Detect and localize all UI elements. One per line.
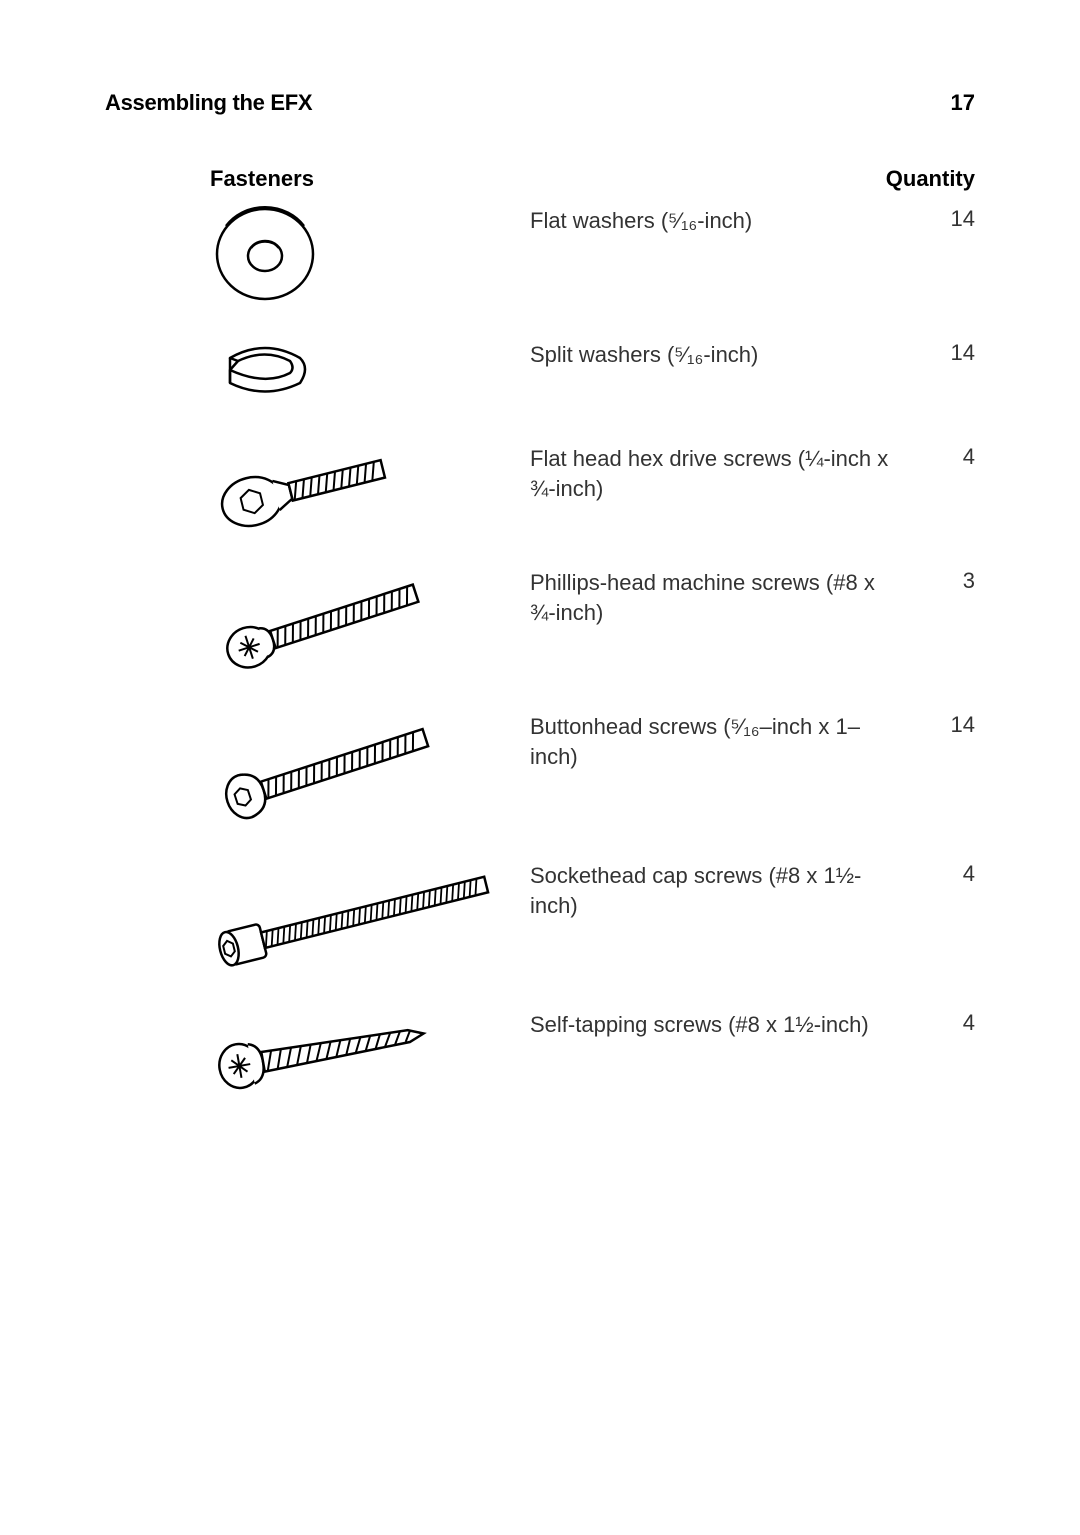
phillips-screw-icon (210, 566, 530, 676)
self-tapping-screw-desc: Self-tapping screws (#8 x 1½-inch) (530, 1008, 915, 1040)
table-row: Split washers (⁵⁄₁₆-inch) 14 (210, 338, 975, 408)
page-number: 17 (951, 90, 975, 116)
split-washer-qty: 14 (915, 338, 975, 366)
flat-head-hex-screw-icon (210, 442, 530, 532)
table-row: Buttonhead screws (⁵⁄₁₆–inch x 1–inch) 1… (210, 710, 975, 825)
sockethead-screw-icon (210, 859, 530, 974)
flat-head-hex-screw-qty: 4 (915, 442, 975, 470)
self-tapping-screw-qty: 4 (915, 1008, 975, 1036)
column-headers: Fasteners Quantity (210, 166, 975, 192)
split-washer-desc: Split washers (⁵⁄₁₆-inch) (530, 338, 915, 370)
phillips-screw-desc: Phillips-head machine screws (#8 x ¾-inc… (530, 566, 915, 627)
phillips-screw-qty: 3 (915, 566, 975, 594)
flat-washer-qty: 14 (915, 204, 975, 232)
page-header: Assembling the EFX 17 (105, 90, 975, 116)
flat-washer-desc: Flat washers (⁵⁄₁₆-inch) (530, 204, 915, 236)
table-row: Self-tapping screws (#8 x 1½-inch) 4 (210, 1008, 975, 1093)
col-header-fasteners: Fasteners (210, 166, 314, 192)
sockethead-screw-desc: Sockethead cap screws (#8 x 1½-inch) (530, 859, 915, 920)
table-row: Sockethead cap screws (#8 x 1½-inch) 4 (210, 859, 975, 974)
buttonhead-screw-icon (210, 710, 530, 825)
flat-washer-icon (210, 204, 530, 304)
col-header-quantity: Quantity (886, 166, 975, 192)
sockethead-screw-qty: 4 (915, 859, 975, 887)
fasteners-table: Fasteners Quantity Flat washers (⁵⁄₁₆-in… (210, 166, 975, 1093)
table-row: Flat head hex drive screws (¼-inch x ¾-i… (210, 442, 975, 532)
header-title: Assembling the EFX (105, 90, 312, 116)
buttonhead-screw-desc: Buttonhead screws (⁵⁄₁₆–inch x 1–inch) (530, 710, 915, 771)
page: Assembling the EFX 17 Fasteners Quantity… (0, 0, 1080, 1093)
self-tapping-screw-icon (210, 1008, 530, 1093)
table-row: Phillips-head machine screws (#8 x ¾-inc… (210, 566, 975, 676)
split-washer-icon (210, 338, 530, 408)
buttonhead-screw-qty: 14 (915, 710, 975, 738)
flat-head-hex-screw-desc: Flat head hex drive screws (¼-inch x ¾-i… (530, 442, 915, 503)
table-row: Flat washers (⁵⁄₁₆-inch) 14 (210, 204, 975, 304)
